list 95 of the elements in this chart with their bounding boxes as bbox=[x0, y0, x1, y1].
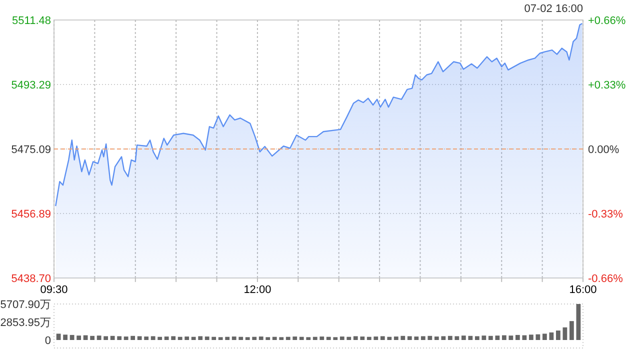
bar bbox=[232, 336, 236, 340]
text: 07-02 16:00 bbox=[524, 3, 583, 15]
y-tick-label: 5511.48 bbox=[12, 14, 51, 27]
bar bbox=[178, 336, 182, 340]
x-tick-label: 12:00 bbox=[244, 284, 272, 296]
bar bbox=[212, 336, 216, 340]
y2-tick-label: -0.66% bbox=[588, 272, 624, 285]
bar bbox=[515, 334, 520, 340]
bar bbox=[528, 334, 534, 340]
bar bbox=[164, 336, 169, 340]
bar bbox=[333, 337, 338, 340]
bar bbox=[569, 321, 574, 340]
bar bbox=[238, 336, 244, 340]
x-tick-label: 16:00 bbox=[569, 284, 597, 296]
bar bbox=[191, 336, 196, 340]
bar bbox=[252, 336, 257, 340]
bar bbox=[286, 336, 290, 340]
bar bbox=[441, 336, 446, 340]
y2-tick-label: +0.33% bbox=[588, 79, 626, 92]
bar bbox=[502, 335, 506, 340]
bar bbox=[353, 336, 358, 340]
bar bbox=[454, 336, 460, 340]
bar bbox=[400, 336, 406, 340]
bar bbox=[522, 335, 527, 340]
y2-tick-label: 0.00% bbox=[588, 144, 620, 156]
y-tick-label: 0 bbox=[44, 334, 51, 347]
bar bbox=[394, 336, 398, 340]
bar bbox=[171, 336, 176, 340]
bar bbox=[434, 336, 439, 340]
y-tick-label: 5438.70 bbox=[11, 272, 51, 285]
bar bbox=[387, 336, 392, 340]
bar bbox=[346, 336, 352, 340]
y-tick-label: 5456.89 bbox=[11, 208, 51, 220]
bar bbox=[299, 336, 304, 340]
x-tick-label: 09:30 bbox=[40, 284, 68, 296]
bar bbox=[198, 336, 203, 340]
bar bbox=[461, 336, 466, 340]
bar bbox=[124, 336, 128, 340]
bar bbox=[56, 334, 61, 340]
bar bbox=[272, 336, 277, 340]
bar bbox=[130, 336, 136, 340]
bar bbox=[306, 337, 311, 340]
bar bbox=[90, 336, 95, 340]
bar bbox=[266, 337, 270, 340]
bar bbox=[258, 336, 264, 340]
bar bbox=[326, 336, 331, 340]
bar bbox=[374, 336, 378, 340]
bar bbox=[184, 336, 190, 340]
bar bbox=[536, 334, 540, 340]
y-tick-label: 2853.95万 bbox=[0, 316, 51, 329]
bar bbox=[556, 330, 560, 340]
bar bbox=[366, 336, 372, 340]
bar bbox=[83, 335, 88, 340]
bar bbox=[549, 332, 554, 340]
bar bbox=[488, 336, 493, 340]
y-tick-label: 5475.09 bbox=[11, 144, 51, 156]
bar bbox=[104, 336, 108, 340]
bar bbox=[380, 336, 385, 340]
bar bbox=[96, 336, 102, 340]
bar bbox=[204, 336, 210, 340]
bar bbox=[474, 336, 480, 340]
bar bbox=[482, 336, 486, 340]
bar bbox=[70, 334, 74, 340]
bar bbox=[562, 327, 568, 340]
bar bbox=[508, 336, 514, 340]
bar bbox=[158, 336, 162, 340]
bar bbox=[360, 336, 365, 340]
bar bbox=[448, 336, 452, 340]
bar bbox=[150, 336, 156, 340]
bar bbox=[340, 336, 344, 340]
y2-tick-label: +0.66% bbox=[588, 14, 626, 27]
bar bbox=[110, 336, 115, 340]
bar bbox=[428, 336, 432, 340]
bar bbox=[218, 337, 223, 340]
bar bbox=[245, 337, 250, 340]
bar bbox=[420, 336, 426, 340]
bar bbox=[63, 334, 68, 340]
bar bbox=[414, 336, 419, 340]
bar bbox=[495, 336, 500, 340]
bar bbox=[312, 336, 318, 340]
bar bbox=[320, 336, 324, 340]
y-tick-label: 5493.29 bbox=[11, 79, 51, 92]
bar bbox=[292, 336, 298, 340]
bar bbox=[407, 336, 412, 340]
bar bbox=[137, 336, 142, 340]
y2-tick-label: -0.33% bbox=[588, 208, 624, 220]
y-tick-label: 5707.90万 bbox=[0, 298, 51, 311]
bar bbox=[117, 336, 122, 340]
bar bbox=[542, 334, 547, 340]
bar bbox=[279, 337, 284, 340]
bar bbox=[144, 336, 149, 340]
bar bbox=[76, 336, 82, 340]
bar bbox=[468, 336, 473, 340]
bar bbox=[576, 304, 581, 340]
bar bbox=[225, 336, 230, 340]
